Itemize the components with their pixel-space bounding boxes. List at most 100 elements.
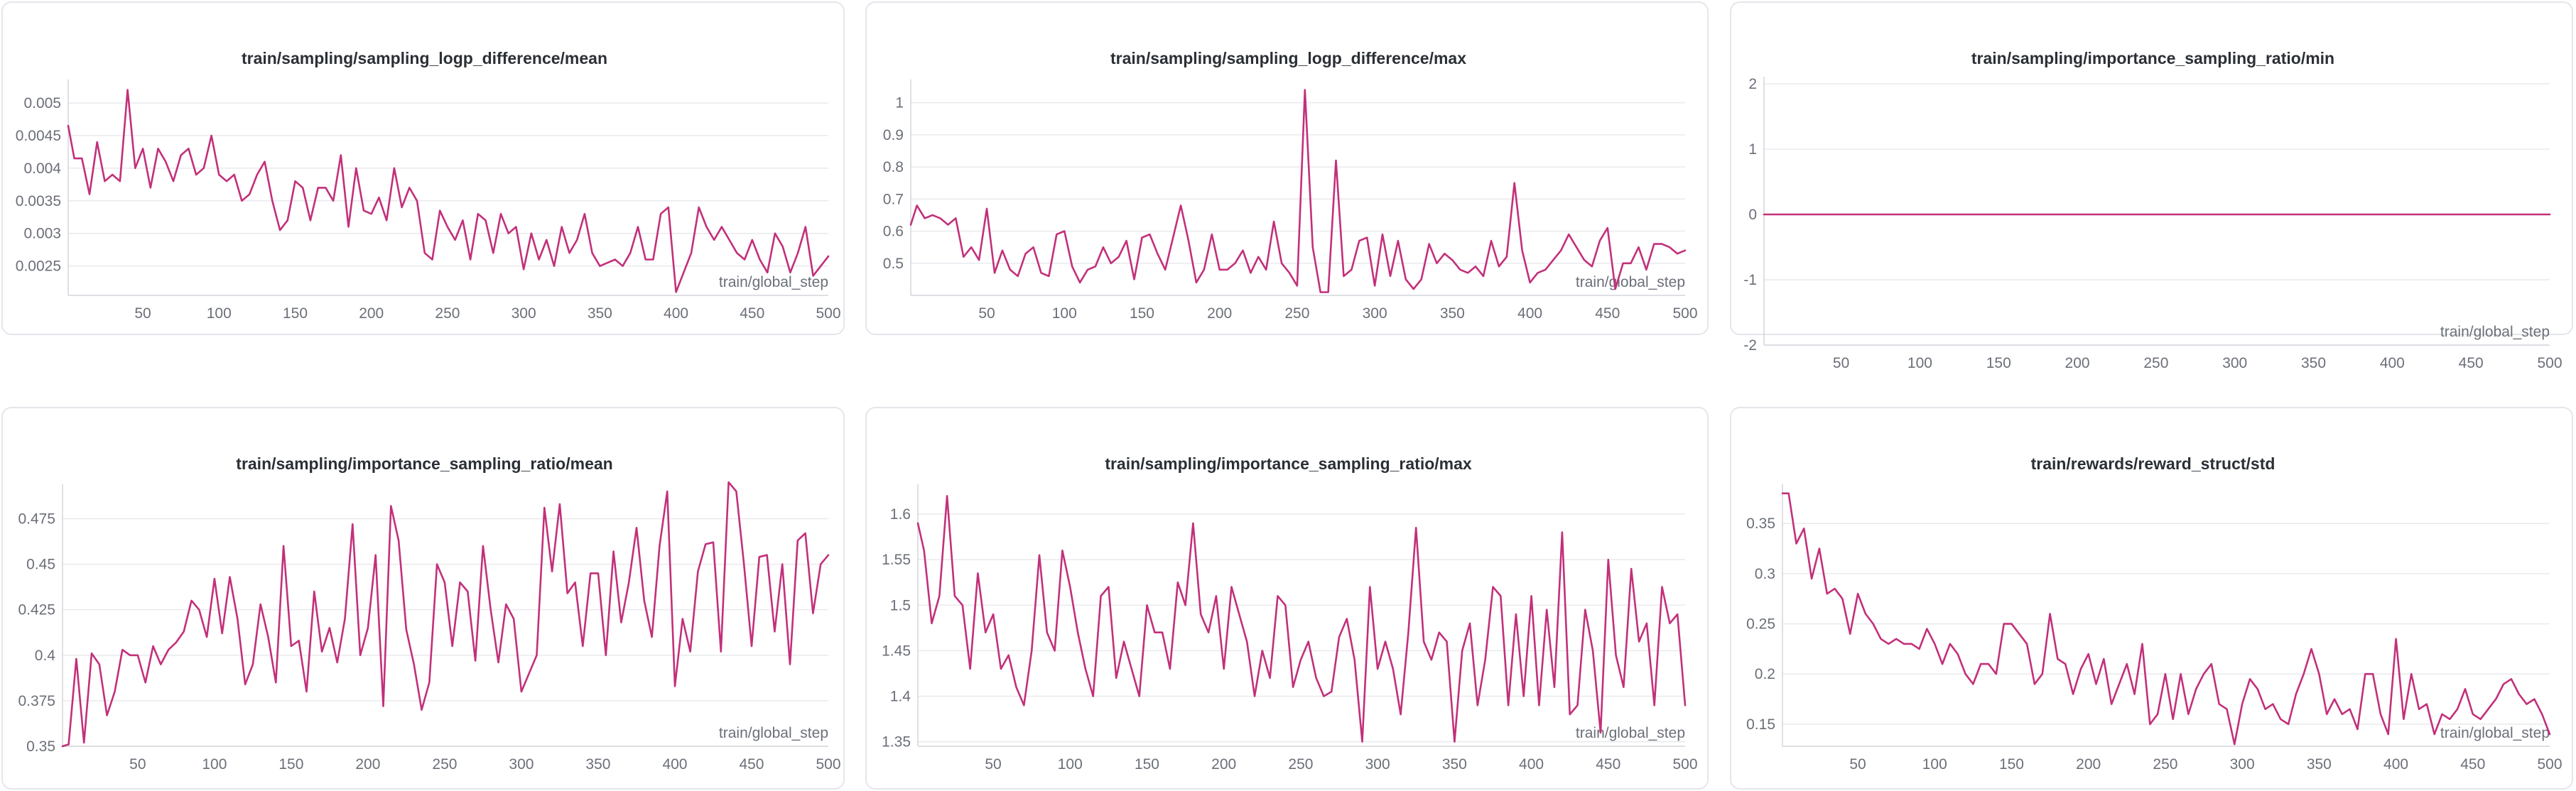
y-tick-label: 0.7: [883, 191, 904, 207]
x-tick-label: 50: [1849, 756, 1866, 773]
chart-panel-reward-struct-std: train/rewards/reward_struct/std 0.15 0.2 0.…: [1730, 407, 2573, 790]
y-tick-label: 0.5: [883, 256, 904, 272]
x-tick-label: 400: [1517, 305, 1542, 322]
series-line: [1781, 492, 2551, 746]
chart-title: train/sampling/importance_sampling_ratio…: [1105, 454, 1472, 473]
x-tick-label: 300: [2230, 756, 2255, 773]
y-tick-label: 1.35: [882, 734, 911, 751]
x-tick-label: 450: [740, 305, 764, 322]
series-line: [67, 89, 830, 293]
y-tick-label: 0.004: [23, 160, 61, 177]
x-tick-label: 300: [509, 756, 534, 773]
y-tick-label: 0.45: [26, 557, 55, 573]
chart-svg: train/sampling/importance_sampling_ratio…: [882, 454, 1697, 773]
y-tick-label: 0.375: [18, 693, 55, 709]
x-tick-label: 100: [1922, 756, 1947, 773]
x-tick-label: 400: [2380, 355, 2405, 371]
x-tick-label: 450: [739, 756, 764, 773]
y-tick-label: 0: [1748, 207, 1757, 223]
y-tick-label: 0.35: [26, 738, 55, 755]
x-axis-label: train/global_step: [719, 725, 828, 741]
x-tick-label: 50: [985, 756, 1001, 773]
x-tick-label: 100: [1907, 355, 1932, 371]
y-tick-label: 1.4: [890, 688, 911, 704]
x-tick-label: 450: [1596, 756, 1620, 773]
y-tick-label: 1.6: [890, 506, 911, 523]
x-tick-label: 350: [1440, 305, 1465, 322]
x-tick-label: 200: [359, 305, 384, 322]
x-axis-label: train/global_step: [1576, 725, 1685, 741]
x-tick-label: 400: [664, 305, 688, 322]
x-tick-label: 150: [278, 756, 303, 773]
x-tick-label: 250: [432, 756, 457, 773]
y-tick-label: 0.2: [1755, 666, 1775, 682]
x-tick-label: 400: [662, 756, 687, 773]
y-tick-label: 0.9: [883, 127, 904, 143]
series-line: [61, 481, 830, 748]
x-tick-label: 400: [2383, 756, 2408, 773]
series-line: [909, 89, 1687, 293]
x-tick-label: 250: [1284, 305, 1309, 322]
chart-svg: train/sampling/importance_sampling_ratio…: [18, 454, 840, 773]
y-tick-label: 1.55: [882, 552, 911, 568]
x-tick-label: 250: [435, 305, 460, 322]
x-tick-label: 150: [1135, 756, 1159, 773]
x-tick-label: 350: [588, 305, 612, 322]
x-tick-label: 50: [978, 305, 995, 322]
chart-panel-importance-ratio-min: train/sampling/importance_sampling_ratio…: [1730, 1, 2573, 371]
x-tick-label: 50: [129, 756, 146, 773]
x-tick-label: 200: [355, 756, 380, 773]
x-tick-label: 200: [1211, 756, 1236, 773]
x-tick-label: 50: [134, 305, 151, 322]
x-tick-label: 300: [2222, 355, 2247, 371]
y-tick-label: 0.475: [18, 511, 55, 527]
x-tick-label: 200: [1207, 305, 1232, 322]
x-tick-label: 100: [1052, 305, 1077, 322]
x-tick-label: 300: [1363, 305, 1387, 322]
x-tick-label: 500: [1672, 756, 1697, 773]
y-tick-label: 0.4: [35, 648, 56, 664]
chart-panel-logp-difference-max: train/sampling/sampling_logp_difference/…: [865, 1, 1709, 335]
y-tick-label: 1: [895, 95, 904, 111]
x-axis-label: train/global_step: [2440, 324, 2550, 340]
x-tick-label: 350: [585, 756, 610, 773]
y-tick-label: 0.25: [1746, 616, 1775, 633]
x-tick-label: 250: [2143, 355, 2168, 371]
x-tick-label: 250: [2153, 756, 2177, 773]
chart-svg: train/sampling/importance_sampling_ratio…: [1743, 49, 2562, 371]
y-tick-label: -2: [1743, 337, 1757, 354]
x-tick-label: 50: [1833, 355, 1849, 371]
x-tick-label: 350: [2301, 355, 2326, 371]
x-tick-label: 100: [207, 305, 232, 322]
x-tick-label: 200: [2076, 756, 2101, 773]
chart-title: train/sampling/sampling_logp_difference/…: [1110, 49, 1466, 67]
x-tick-label: 500: [2537, 355, 2562, 371]
x-axis-label: train/global_step: [2440, 725, 2550, 741]
y-tick-label: 0.8: [883, 159, 904, 175]
y-tick-label: 0.6: [883, 224, 904, 240]
x-tick-label: 300: [512, 305, 536, 322]
x-tick-label: 150: [1130, 305, 1154, 322]
x-tick-label: 350: [2307, 756, 2332, 773]
y-tick-label: 0.425: [18, 602, 55, 618]
x-tick-label: 500: [816, 305, 840, 322]
x-tick-label: 100: [202, 756, 227, 773]
y-tick-label: 1.5: [890, 597, 911, 613]
x-tick-label: 500: [1672, 305, 1697, 322]
x-tick-label: 250: [1288, 756, 1313, 773]
x-axis-label: train/global_step: [719, 274, 828, 290]
series-line: [916, 495, 1687, 743]
x-tick-label: 450: [2459, 355, 2484, 371]
x-tick-label: 150: [1999, 756, 2024, 773]
y-tick-label: 0.0035: [16, 193, 61, 209]
chart-title: train/rewards/reward_struct/std: [2031, 454, 2275, 473]
y-tick-label: 1: [1748, 141, 1757, 158]
x-tick-label: 500: [2537, 756, 2562, 773]
x-tick-label: 100: [1058, 756, 1083, 773]
x-tick-label: 150: [1986, 355, 2011, 371]
y-tick-label: 0.35: [1746, 515, 1775, 532]
chart-svg: train/rewards/reward_struct/std 0.15 0.2 0.…: [1746, 454, 2562, 773]
x-tick-label: 400: [1519, 756, 1544, 773]
y-tick-label: 0.005: [23, 95, 61, 111]
y-tick-label: 0.0025: [16, 258, 61, 275]
